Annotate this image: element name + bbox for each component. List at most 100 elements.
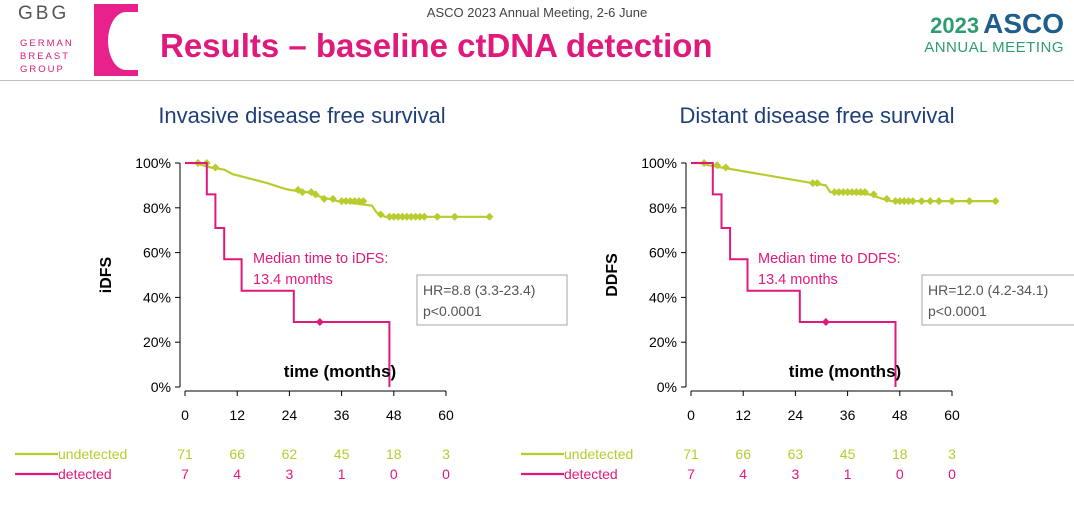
risk-count: 3 xyxy=(442,446,450,462)
censor-mark-undetected xyxy=(394,212,403,221)
x-tick-label: 60 xyxy=(438,407,454,423)
median-annotation-line1: Median time to iDFS: xyxy=(253,251,388,267)
km-panel-2: Distant disease free survival 0% 20% 40% 60%… xyxy=(521,103,1074,482)
censor-mark-undetected xyxy=(311,190,320,199)
hr-text: HR=12.0 (4.2-34.1) xyxy=(928,282,1048,298)
censor-mark-undetected xyxy=(908,197,917,206)
x-tick-label: 0 xyxy=(687,407,695,423)
risk-count: 66 xyxy=(735,446,751,462)
x-axis-label: time (months) xyxy=(789,362,901,381)
censor-mark-undetected xyxy=(341,197,350,206)
censor-mark-undetected xyxy=(948,197,956,206)
censor-mark-undetected xyxy=(337,197,346,206)
header-divider xyxy=(0,80,1074,81)
series-line-undetected xyxy=(185,161,490,218)
y-tick-label: 80% xyxy=(143,200,171,216)
y-tick-label: 60% xyxy=(143,245,171,261)
risk-count: 18 xyxy=(892,446,908,462)
censor-mark-undetected xyxy=(402,212,411,221)
censor-mark-undetected xyxy=(713,161,722,170)
censor-mark-undetected xyxy=(856,188,865,197)
censor-mark-undetected xyxy=(433,212,442,221)
censor-mark-undetected xyxy=(320,194,329,203)
y-tick-label: 40% xyxy=(143,289,171,305)
censor-mark-undetected xyxy=(346,197,355,206)
risk-count: 7 xyxy=(687,466,695,482)
median-annotation-line2: 13.4 months xyxy=(758,272,838,288)
y-tick-label: 60% xyxy=(649,245,677,261)
x-tick-label: 0 xyxy=(181,407,189,423)
censor-mark-undetected xyxy=(328,194,337,203)
risk-count: 71 xyxy=(683,446,699,462)
gbg-profile-icon xyxy=(94,4,138,76)
hr-box xyxy=(921,274,1074,326)
asco-year: 2023 xyxy=(930,13,980,38)
median-annotation-line1: Median time to DDFS: xyxy=(758,251,901,267)
meeting-caption: ASCO 2023 Annual Meeting, 2-6 June xyxy=(426,5,648,20)
censor-mark-undetected xyxy=(355,197,363,206)
risk-count: 1 xyxy=(338,466,346,482)
censor-mark-undetected xyxy=(485,212,494,221)
y-tick-label: 100% xyxy=(641,155,677,171)
y-axis-label: DDFS xyxy=(604,253,621,297)
censor-mark-undetected xyxy=(869,190,878,199)
censor-mark-undetected xyxy=(847,188,856,197)
x-tick-label: 36 xyxy=(840,407,856,423)
censor-mark-undetected xyxy=(411,212,420,221)
risk-row-label-detected: detected xyxy=(58,466,112,482)
risk-count: 3 xyxy=(792,466,800,482)
censor-mark-undetected xyxy=(808,179,817,188)
censor-mark-undetected xyxy=(389,212,398,221)
censor-mark-undetected xyxy=(891,197,900,206)
y-tick-label: 100% xyxy=(135,155,171,171)
censor-mark-undetected xyxy=(882,194,891,203)
censor-mark-undetected xyxy=(359,197,368,206)
x-tick-label: 48 xyxy=(892,407,908,423)
risk-count: 71 xyxy=(177,446,193,462)
risk-count: 0 xyxy=(442,466,450,482)
y-tick-label: 0% xyxy=(657,379,677,395)
series-line-detected xyxy=(691,162,897,387)
x-tick-label: 48 xyxy=(386,407,402,423)
asco-logo: 2023 ASCO ANNUAL MEETING xyxy=(924,10,1064,56)
x-tick-label: 12 xyxy=(735,407,751,423)
risk-row-label-detected: detected xyxy=(564,466,618,482)
censor-mark-undetected xyxy=(350,197,359,206)
y-tick-label: 40% xyxy=(649,289,677,305)
censor-mark-detected xyxy=(821,318,830,327)
censor-mark-undetected xyxy=(843,188,852,197)
y-tick-label: 20% xyxy=(143,334,171,350)
y-tick-label: 20% xyxy=(649,334,677,350)
risk-count: 18 xyxy=(386,446,402,462)
censor-mark-undetected xyxy=(415,212,424,221)
censor-mark-undetected xyxy=(926,197,935,206)
page-title: Results – baseline ctDNA detection xyxy=(160,27,713,64)
hr-text: HR=8.8 (3.3-23.4) xyxy=(423,282,535,298)
x-tick-label: 12 xyxy=(229,407,245,423)
risk-count: 45 xyxy=(334,446,350,462)
censor-mark-undetected xyxy=(385,212,394,221)
censor-mark-undetected xyxy=(991,197,1000,206)
censor-mark-undetected xyxy=(298,188,307,197)
gbg-logo-letters: GBG xyxy=(18,3,70,24)
asco-name: ASCO xyxy=(983,8,1064,39)
x-axis-label: time (months) xyxy=(284,362,396,381)
risk-count: 66 xyxy=(229,446,245,462)
censor-mark-undetected xyxy=(904,197,913,206)
censor-mark-undetected xyxy=(376,210,385,219)
censor-mark-undetected xyxy=(965,197,974,206)
risk-count: 0 xyxy=(390,466,398,482)
gbg-logo-sub-1: GERMAN xyxy=(20,38,74,49)
censor-mark-undetected xyxy=(450,212,459,221)
risk-row-label-undetected: undetected xyxy=(564,446,633,462)
risk-count: 62 xyxy=(282,446,298,462)
censor-mark-undetected xyxy=(861,188,869,197)
censor-mark-undetected xyxy=(895,197,904,206)
censor-mark-undetected xyxy=(934,197,943,206)
risk-row-label-undetected: undetected xyxy=(58,446,127,462)
risk-count: 7 xyxy=(181,466,189,482)
y-tick-label: 0% xyxy=(151,379,171,395)
censor-mark-undetected xyxy=(834,188,843,197)
censor-mark-undetected xyxy=(420,212,429,221)
